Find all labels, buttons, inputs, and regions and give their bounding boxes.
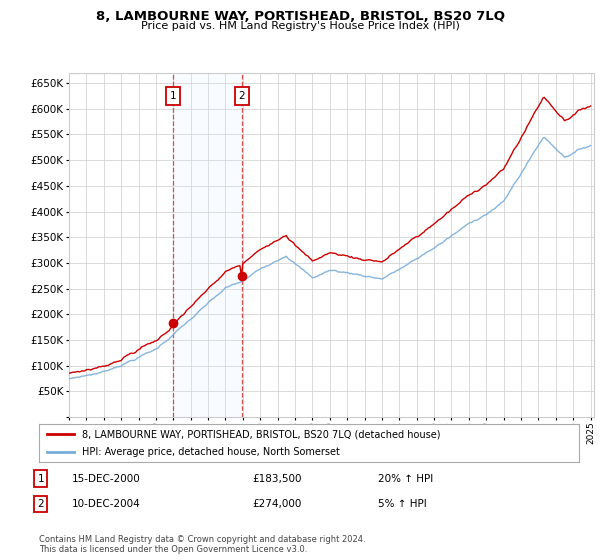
Text: 1: 1	[170, 91, 176, 101]
Text: 1: 1	[37, 474, 44, 484]
Text: 20% ↑ HPI: 20% ↑ HPI	[378, 474, 433, 484]
Text: 10-DEC-2004: 10-DEC-2004	[72, 499, 141, 509]
Text: £274,000: £274,000	[252, 499, 301, 509]
Text: 15-DEC-2000: 15-DEC-2000	[72, 474, 141, 484]
Text: £183,500: £183,500	[252, 474, 302, 484]
Text: HPI: Average price, detached house, North Somerset: HPI: Average price, detached house, Nort…	[82, 447, 340, 457]
Text: 8, LAMBOURNE WAY, PORTISHEAD, BRISTOL, BS20 7LQ: 8, LAMBOURNE WAY, PORTISHEAD, BRISTOL, B…	[95, 10, 505, 23]
Text: Contains HM Land Registry data © Crown copyright and database right 2024.
This d: Contains HM Land Registry data © Crown c…	[39, 535, 365, 554]
Text: Price paid vs. HM Land Registry's House Price Index (HPI): Price paid vs. HM Land Registry's House …	[140, 21, 460, 31]
Text: 2: 2	[239, 91, 245, 101]
Text: 2: 2	[37, 499, 44, 509]
Text: 5% ↑ HPI: 5% ↑ HPI	[378, 499, 427, 509]
Text: 8, LAMBOURNE WAY, PORTISHEAD, BRISTOL, BS20 7LQ (detached house): 8, LAMBOURNE WAY, PORTISHEAD, BRISTOL, B…	[82, 429, 440, 439]
Bar	[173, 73, 242, 417]
